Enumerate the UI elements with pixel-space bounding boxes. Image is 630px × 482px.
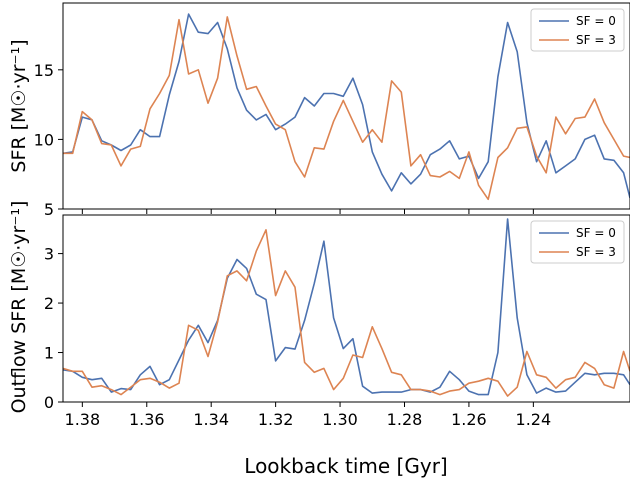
bottom-x-tick-label: 1.24 — [516, 410, 552, 429]
top-legend-label-sf3: SF = 3 — [576, 33, 616, 47]
bottom-series-line-sf3 — [62, 229, 630, 397]
bottom-y-tick-label: 3 — [44, 245, 54, 264]
top-y-tick-label: 5 — [44, 200, 54, 219]
bottom-x-tick-label: 1.34 — [193, 410, 229, 429]
bottom-panel: 0 1 2 3 1.38 1.36 1.34 1.32 1.30 1.28 1.26 1.24 Ou… — [8, 201, 630, 478]
top-legend-label-sf0: SF = 0 — [576, 14, 616, 28]
top-y-tick-label: 15 — [34, 61, 54, 80]
bottom-legend-label-sf0: SF = 0 — [576, 226, 616, 240]
bottom-x-tick-label: 1.28 — [387, 410, 423, 429]
bottom-y-axis-label: Outflow SFR [M☉·yr⁻¹] — [8, 201, 30, 414]
top-y-ticks: 5 10 15 — [34, 61, 63, 219]
top-y-axis-label: SFR [M☉·yr⁻¹] — [8, 39, 30, 172]
bottom-y-tick-label: 1 — [44, 344, 54, 363]
top-series-lines — [62, 13, 630, 201]
top-panel: 5 10 15 SFR [M☉·yr⁻¹] SF = 0 SF = 3 — [8, 2, 630, 219]
top-x-ticks — [81, 209, 534, 214]
bottom-x-ticks: 1.38 1.36 1.34 1.32 1.30 1.28 1.26 1.24 — [65, 402, 552, 429]
bottom-x-tick-label: 1.26 — [451, 410, 487, 429]
bottom-series-lines — [62, 218, 630, 397]
bottom-y-ticks: 0 1 2 3 — [44, 245, 63, 412]
bottom-y-tick-label: 2 — [44, 294, 54, 313]
bottom-x-tick-label: 1.32 — [258, 410, 294, 429]
bottom-x-tick-label: 1.38 — [65, 410, 101, 429]
bottom-x-tick-label: 1.30 — [322, 410, 358, 429]
bottom-legend: SF = 0 SF = 3 — [530, 220, 625, 264]
top-y-tick-label: 10 — [34, 130, 54, 149]
bottom-axes-frame — [62, 214, 630, 403]
top-series-line-sf3 — [63, 16, 630, 201]
top-axes-frame — [62, 2, 630, 210]
x-axis-label: Lookback time [Gyr] — [244, 454, 447, 478]
bottom-legend-label-sf3: SF = 3 — [576, 245, 616, 259]
bottom-y-tick-label: 0 — [44, 393, 54, 412]
bottom-x-tick-label: 1.36 — [129, 410, 165, 429]
top-legend: SF = 0 SF = 3 — [530, 8, 625, 52]
